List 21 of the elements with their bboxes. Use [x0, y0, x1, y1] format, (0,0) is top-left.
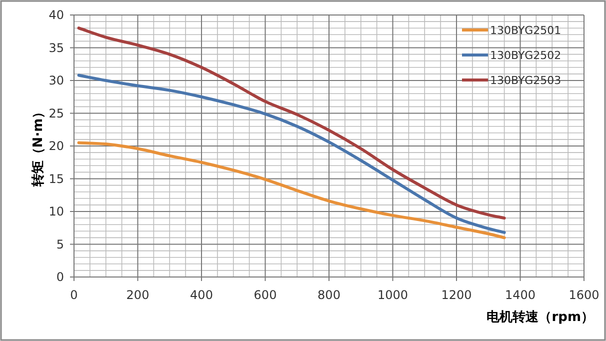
y-tick-label: 35 — [48, 40, 64, 55]
x-axis-title: 电机转速（rpm） — [486, 310, 594, 325]
x-tick-label: 1000 — [377, 288, 408, 302]
y-axis-title: 转矩（N·m） — [31, 105, 46, 188]
y-tick-label: 5 — [56, 237, 64, 252]
y-tick-label: 25 — [48, 106, 64, 120]
x-tick-label: 1200 — [441, 288, 472, 302]
y-tick-label: 30 — [48, 74, 64, 88]
x-tick-label: 400 — [190, 288, 213, 302]
line-series — [77, 141, 506, 240]
x-tick-label: 1400 — [504, 288, 536, 302]
x-tick-label: 200 — [126, 288, 150, 302]
y-tick-label: 40 — [48, 8, 64, 22]
x-tick-label: 0 — [70, 288, 78, 302]
x-tick-label: 800 — [318, 288, 340, 302]
y-tick-label: 15 — [48, 172, 64, 186]
y-tick-label: 10 — [48, 204, 64, 218]
y-tick-label: 0 — [56, 270, 64, 284]
y-tick-label: 20 — [48, 139, 64, 153]
x-tick-label: 600 — [254, 288, 277, 302]
x-tick-label: 1600 — [568, 288, 600, 302]
